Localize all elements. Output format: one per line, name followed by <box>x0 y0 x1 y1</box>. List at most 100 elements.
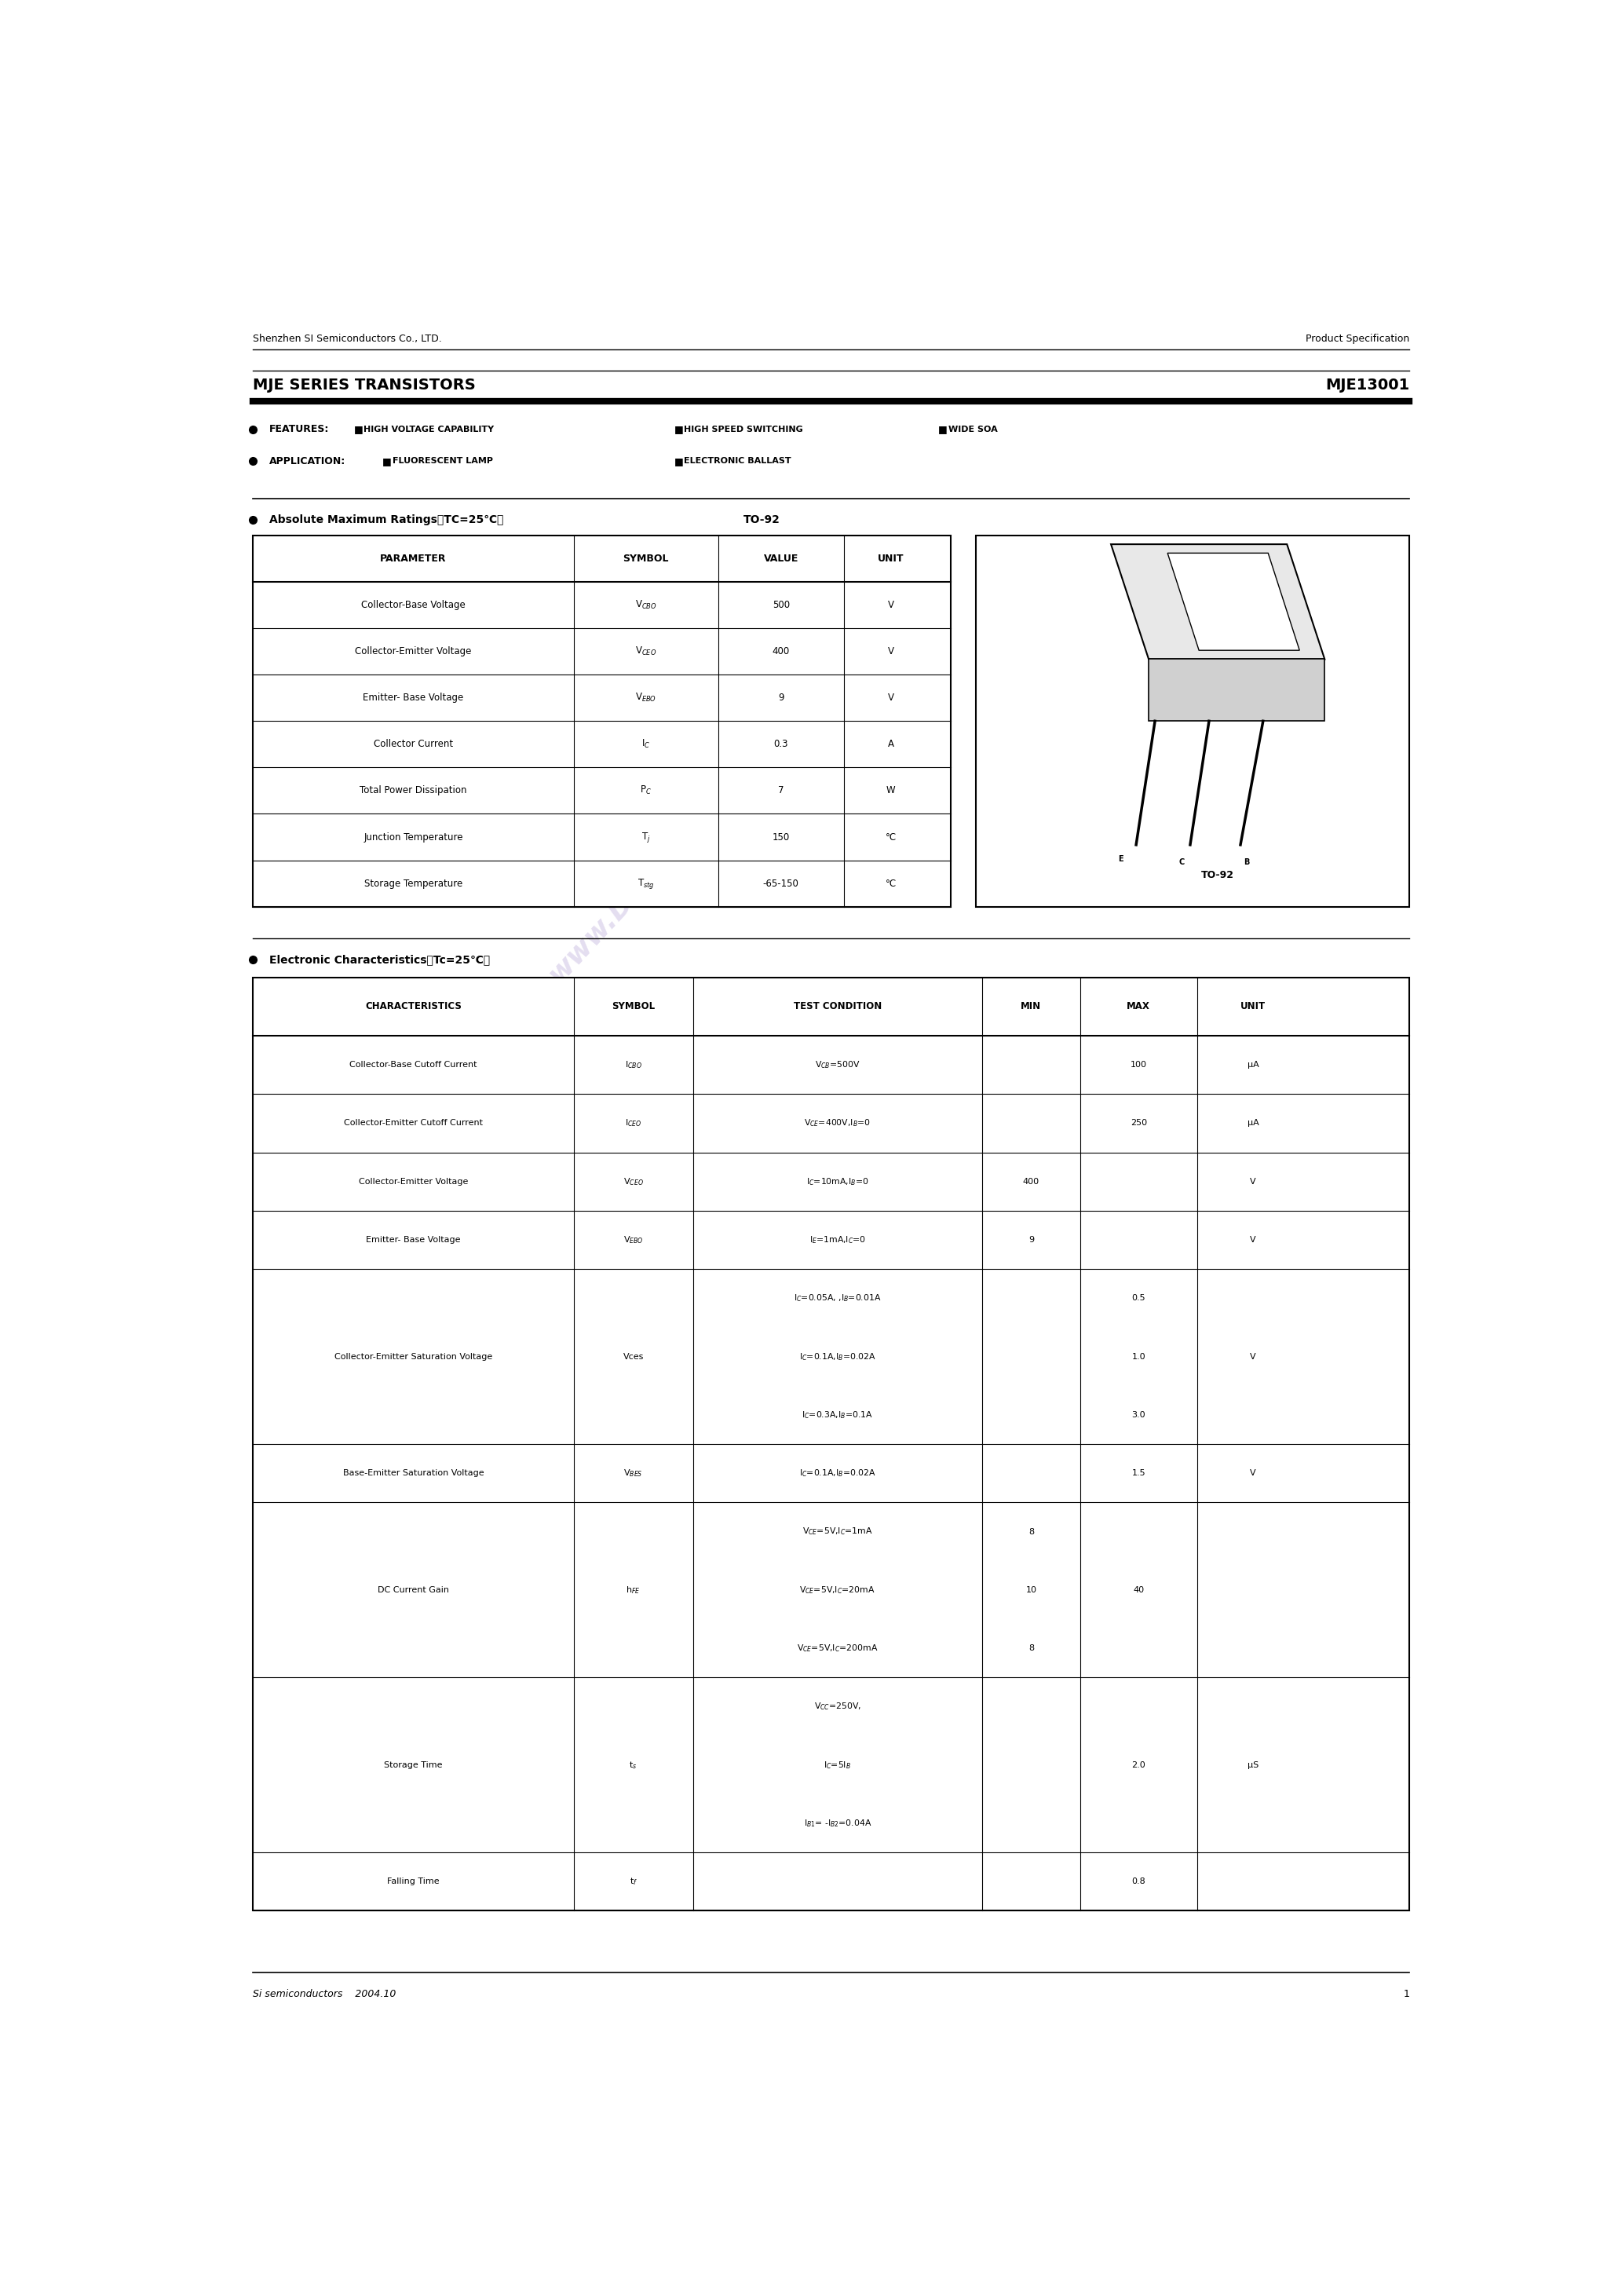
Text: I$_{C}$=0.1A,I$_{B}$=0.02A: I$_{C}$=0.1A,I$_{B}$=0.02A <box>800 1350 876 1362</box>
Text: Total Power Dissipation: Total Power Dissipation <box>360 785 467 797</box>
Text: 7: 7 <box>779 785 783 797</box>
Text: 0.5: 0.5 <box>1132 1295 1145 1302</box>
Text: V$_{CB}$=500V: V$_{CB}$=500V <box>814 1058 860 1070</box>
Text: °C: °C <box>886 831 897 843</box>
Text: MJE13001: MJE13001 <box>1325 377 1410 393</box>
Text: Collector-Emitter Voltage: Collector-Emitter Voltage <box>355 645 472 657</box>
Text: V: V <box>887 599 894 611</box>
Text: V: V <box>1251 1352 1255 1362</box>
Text: APPLICATION:: APPLICATION: <box>269 457 345 466</box>
Text: I$_{C}$=5I$_{B}$: I$_{C}$=5I$_{B}$ <box>824 1759 852 1770</box>
Text: Emitter- Base Voltage: Emitter- Base Voltage <box>367 1235 461 1244</box>
Text: Junction Temperature: Junction Temperature <box>363 831 462 843</box>
Text: Collector-Emitter Saturation Voltage: Collector-Emitter Saturation Voltage <box>334 1352 493 1362</box>
Text: E: E <box>1119 854 1124 863</box>
Text: Collector-Base Voltage: Collector-Base Voltage <box>362 599 466 611</box>
Text: V$_{CE}$=5V,I$_{C}$=20mA: V$_{CE}$=5V,I$_{C}$=20mA <box>800 1584 876 1596</box>
Text: °C: °C <box>886 879 897 889</box>
Text: V$_{CEO}$: V$_{CEO}$ <box>636 645 657 657</box>
Text: ■: ■ <box>383 457 393 466</box>
Text: I$_{C}$: I$_{C}$ <box>641 739 650 751</box>
Text: V$_{CE}$=5V,I$_{C}$=1mA: V$_{CE}$=5V,I$_{C}$=1mA <box>803 1527 873 1536</box>
Text: 500: 500 <box>772 599 790 611</box>
Text: Storage Time: Storage Time <box>384 1761 443 1768</box>
Text: I$_{CBO}$: I$_{CBO}$ <box>624 1058 642 1070</box>
Text: 8: 8 <box>1028 1644 1033 1653</box>
Text: T$_{stg}$: T$_{stg}$ <box>637 877 654 891</box>
Text: t$_{s}$: t$_{s}$ <box>629 1759 637 1770</box>
Polygon shape <box>1168 553 1299 650</box>
Polygon shape <box>1111 544 1325 659</box>
Text: VALUE: VALUE <box>764 553 798 565</box>
Text: TO-92: TO-92 <box>1202 870 1234 879</box>
Text: V: V <box>1251 1178 1255 1185</box>
Text: Collector-Emitter Voltage: Collector-Emitter Voltage <box>358 1178 469 1185</box>
Polygon shape <box>1148 659 1325 721</box>
Text: Base-Emitter Saturation Voltage: Base-Emitter Saturation Voltage <box>342 1469 483 1476</box>
Text: MAX: MAX <box>1127 1001 1150 1013</box>
Text: I$_{CEO}$: I$_{CEO}$ <box>624 1118 642 1130</box>
Text: 400: 400 <box>1023 1178 1040 1185</box>
Text: P$_{C}$: P$_{C}$ <box>641 785 652 797</box>
Text: V$_{EBO}$: V$_{EBO}$ <box>636 691 657 705</box>
Text: B: B <box>1244 859 1249 866</box>
Text: t$_{f}$: t$_{f}$ <box>629 1876 637 1887</box>
Text: T$_{j}$: T$_{j}$ <box>641 831 650 843</box>
Text: 9: 9 <box>1028 1235 1033 1244</box>
Text: I$_{E}$=1mA,I$_{C}$=0: I$_{E}$=1mA,I$_{C}$=0 <box>809 1235 866 1244</box>
Text: DC Current Gain: DC Current Gain <box>378 1587 449 1593</box>
Text: V$_{CE}$=400V,I$_{B}$=0: V$_{CE}$=400V,I$_{B}$=0 <box>805 1118 871 1130</box>
Text: ■: ■ <box>354 425 363 434</box>
Text: V$_{BES}$: V$_{BES}$ <box>623 1467 642 1479</box>
Text: V$_{CC}$=250V,: V$_{CC}$=250V, <box>814 1701 861 1713</box>
Text: V: V <box>887 645 894 657</box>
Text: 10: 10 <box>1025 1587 1036 1593</box>
Text: SYMBOL: SYMBOL <box>611 1001 655 1013</box>
Text: V: V <box>887 693 894 703</box>
Text: 9: 9 <box>779 693 783 703</box>
Text: V$_{CEO}$: V$_{CEO}$ <box>623 1176 644 1187</box>
Text: V$_{CBO}$: V$_{CBO}$ <box>634 599 657 611</box>
Text: 1: 1 <box>1403 1988 1410 2000</box>
Text: Falling Time: Falling Time <box>388 1878 440 1885</box>
Text: Product Specification: Product Specification <box>1306 333 1410 344</box>
Text: V$_{CE}$=5V,I$_{C}$=200mA: V$_{CE}$=5V,I$_{C}$=200mA <box>796 1644 878 1653</box>
Text: www.DataSheet4U.com: www.DataSheet4U.com <box>543 696 817 987</box>
Text: ELECTRONIC BALLAST: ELECTRONIC BALLAST <box>684 457 792 466</box>
Text: I$_{C}$=0.05A, ,I$_{B}$=0.01A: I$_{C}$=0.05A, ,I$_{B}$=0.01A <box>793 1293 881 1304</box>
Text: TO-92: TO-92 <box>743 514 780 526</box>
Text: 2.0: 2.0 <box>1132 1761 1145 1768</box>
Bar <box>976 535 1410 907</box>
Text: 40: 40 <box>1134 1587 1144 1593</box>
Text: I$_{C}$=10mA,I$_{B}$=0: I$_{C}$=10mA,I$_{B}$=0 <box>806 1176 869 1187</box>
Text: 150: 150 <box>772 831 790 843</box>
Text: FLUORESCENT LAMP: FLUORESCENT LAMP <box>393 457 493 466</box>
Text: Collector-Base Cutoff Current: Collector-Base Cutoff Current <box>349 1061 477 1070</box>
Text: Collector Current: Collector Current <box>373 739 453 748</box>
Text: 250: 250 <box>1131 1120 1147 1127</box>
Bar <box>253 535 950 907</box>
Text: 8: 8 <box>1028 1527 1033 1536</box>
Text: V$_{EBO}$: V$_{EBO}$ <box>623 1235 644 1244</box>
Text: 1.5: 1.5 <box>1132 1469 1145 1476</box>
Text: FEATURES:: FEATURES: <box>269 425 329 434</box>
Text: MJE SERIES TRANSISTORS: MJE SERIES TRANSISTORS <box>253 377 475 393</box>
Text: 100: 100 <box>1131 1061 1147 1070</box>
Text: V: V <box>1251 1469 1255 1476</box>
Text: ■: ■ <box>675 425 683 434</box>
Text: A: A <box>887 739 894 748</box>
Text: CHARACTERISTICS: CHARACTERISTICS <box>365 1001 462 1013</box>
Text: MIN: MIN <box>1020 1001 1041 1013</box>
Text: Storage Temperature: Storage Temperature <box>365 879 462 889</box>
Text: μS: μS <box>1247 1761 1259 1768</box>
Text: 0.8: 0.8 <box>1132 1878 1145 1885</box>
Text: ■: ■ <box>675 457 683 466</box>
Text: www.DataSheet4U.com: www.DataSheet4U.com <box>991 1603 1225 1848</box>
Text: PARAMETER: PARAMETER <box>380 553 446 565</box>
Bar <box>253 978 1410 1910</box>
Text: HIGH SPEED SWITCHING: HIGH SPEED SWITCHING <box>684 425 803 434</box>
Text: 3.0: 3.0 <box>1132 1412 1145 1419</box>
Text: Absolute Maximum Ratings（TC=25℃）: Absolute Maximum Ratings（TC=25℃） <box>269 514 503 526</box>
Text: 400: 400 <box>772 645 790 657</box>
Text: 1.0: 1.0 <box>1132 1352 1145 1362</box>
